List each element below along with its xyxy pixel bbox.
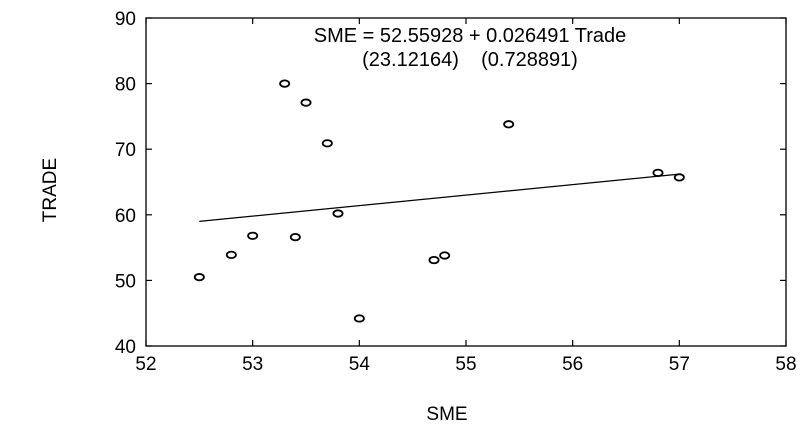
data-point-13 [673,173,685,182]
x-tick-label-5: 57 [669,354,690,375]
data-point-9 [428,255,440,265]
regression-equation: SME = 52.55928 + 0.026491 Trade [314,25,626,47]
axis-ticks [145,17,787,347]
data-point-11 [503,120,515,129]
regression-line [199,173,680,222]
standard-errors: (23.12164) (0.728891) [362,49,578,71]
data-point-7 [332,209,344,218]
y-tick-label-4: 80 [115,75,136,96]
y-tick-label-5: 90 [115,9,136,30]
data-point-2 [247,231,259,240]
tick-labels: 52 53 54 55 56 57 58 40 50 60 70 80 90 [115,9,797,375]
data-point-4 [289,233,301,242]
x-tick-label-1: 53 [242,354,263,375]
data-point-6 [321,139,333,148]
y-tick-label-0: 40 [115,337,136,358]
x-tick-label-3: 55 [455,354,476,375]
y-tick-label-2: 60 [115,206,136,227]
data-point-1 [225,250,237,259]
x-tick-label-0: 52 [135,354,156,375]
x-tick-label-4: 56 [562,354,583,375]
data-point-5 [300,98,312,107]
x-tick-label-6: 58 [775,354,796,375]
y-tick-label-3: 70 [115,140,136,161]
data-point-10 [439,251,451,260]
data-point-12 [652,168,664,177]
y-tick-label-1: 50 [115,271,136,292]
y-axis-title: TRADE [40,158,61,222]
data-point-3 [279,79,291,88]
data-point-0 [193,273,205,282]
x-axis-title: SME [426,404,467,425]
data-point-8 [353,314,365,323]
x-tick-label-2: 54 [349,354,371,375]
data-points [193,79,685,323]
